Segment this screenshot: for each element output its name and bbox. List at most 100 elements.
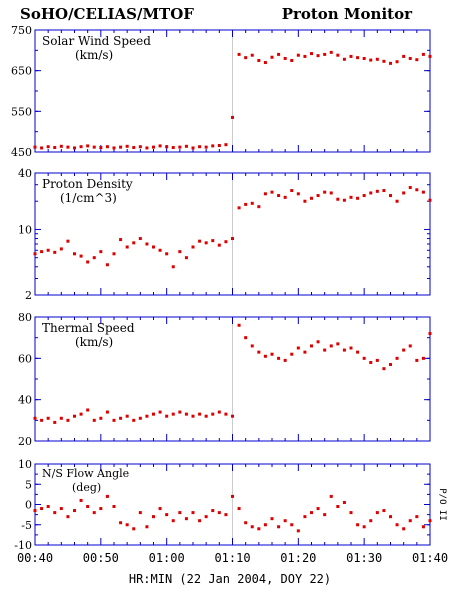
- data-point: [92, 511, 96, 515]
- data-point: [389, 363, 392, 367]
- data-point: [33, 252, 37, 256]
- data-point: [362, 525, 366, 529]
- data-point: [257, 205, 261, 209]
- data-point: [79, 412, 83, 416]
- data-point: [362, 194, 366, 198]
- data-point: [349, 54, 353, 58]
- data-point: [112, 252, 116, 256]
- data-point: [408, 186, 412, 190]
- x-tick-label: 01:30: [346, 551, 382, 565]
- y-tick-label: 5: [25, 478, 32, 491]
- data-point: [217, 143, 221, 147]
- data-point: [59, 144, 63, 148]
- data-point: [105, 263, 109, 267]
- data-point: [310, 344, 313, 348]
- panel-title: Thermal Speed: [42, 321, 135, 335]
- data-point: [178, 250, 182, 254]
- data-point: [336, 505, 340, 509]
- data-point: [375, 358, 379, 362]
- data-point: [198, 239, 202, 243]
- data-point: [421, 190, 425, 194]
- data-point: [323, 190, 327, 194]
- data-point: [323, 52, 327, 56]
- data-point: [250, 201, 254, 205]
- data-point: [349, 346, 353, 350]
- data-point: [263, 523, 267, 527]
- data-point: [277, 525, 281, 529]
- data-point: [296, 346, 300, 350]
- data-point: [415, 188, 419, 192]
- x-tick-label: 01:10: [214, 551, 250, 565]
- panel-title: Solar Wind Speed: [42, 34, 151, 48]
- data-point: [389, 61, 392, 65]
- data-point: [79, 254, 83, 258]
- data-point: [191, 146, 195, 150]
- data-point: [395, 60, 399, 64]
- data-point: [198, 412, 202, 416]
- data-point: [356, 523, 360, 527]
- y-tick-label: -5: [21, 519, 32, 532]
- data-point: [231, 115, 234, 119]
- side-label: P/O II: [437, 488, 447, 521]
- data-point: [152, 515, 155, 519]
- header-right: Proton Monitor: [282, 5, 413, 23]
- data-point: [369, 191, 373, 195]
- data-point: [237, 507, 241, 511]
- data-point: [421, 356, 425, 360]
- data-point: [73, 414, 76, 418]
- data-point: [92, 256, 96, 260]
- data-point: [237, 52, 241, 56]
- data-point: [303, 515, 307, 519]
- data-point: [198, 145, 202, 149]
- data-point: [53, 420, 57, 424]
- data-point: [138, 237, 142, 241]
- data-point: [303, 199, 307, 203]
- data-point: [395, 356, 399, 360]
- panel-unit-label: (1/cm^3): [60, 191, 117, 205]
- x-tick-label: 00:50: [83, 551, 119, 565]
- data-point: [112, 418, 116, 422]
- data-point: [152, 145, 155, 149]
- data-point: [257, 59, 261, 62]
- data-point: [402, 527, 406, 531]
- data-point: [125, 523, 129, 527]
- data-point: [428, 519, 432, 523]
- data-point: [217, 511, 221, 515]
- data-point: [277, 356, 281, 360]
- data-point: [40, 418, 44, 422]
- data-point: [119, 238, 123, 242]
- data-point: [178, 511, 182, 515]
- data-point: [40, 146, 44, 150]
- data-point: [290, 59, 294, 62]
- data-point: [204, 414, 208, 418]
- data-point: [59, 507, 63, 511]
- data-point: [99, 250, 103, 254]
- data-point: [224, 143, 228, 147]
- data-point: [428, 198, 432, 202]
- data-point: [171, 265, 175, 269]
- data-point: [158, 410, 162, 414]
- data-point: [329, 494, 333, 498]
- data-point: [237, 323, 241, 327]
- data-point: [329, 50, 333, 54]
- data-point: [204, 515, 208, 519]
- data-point: [224, 240, 228, 244]
- data-point: [421, 525, 425, 529]
- data-point: [112, 505, 116, 509]
- data-point: [428, 332, 432, 336]
- data-point: [105, 494, 109, 498]
- y-tick-label: 60: [18, 352, 32, 365]
- data-point: [270, 517, 274, 521]
- data-point: [336, 342, 340, 346]
- data-point: [263, 61, 267, 65]
- data-point: [86, 505, 90, 509]
- data-point: [369, 58, 373, 62]
- data-point: [382, 59, 386, 63]
- data-point: [99, 416, 103, 420]
- data-point: [86, 408, 90, 412]
- data-point: [59, 416, 63, 420]
- data-point: [158, 507, 162, 511]
- data-point: [316, 340, 320, 344]
- data-point: [53, 146, 57, 150]
